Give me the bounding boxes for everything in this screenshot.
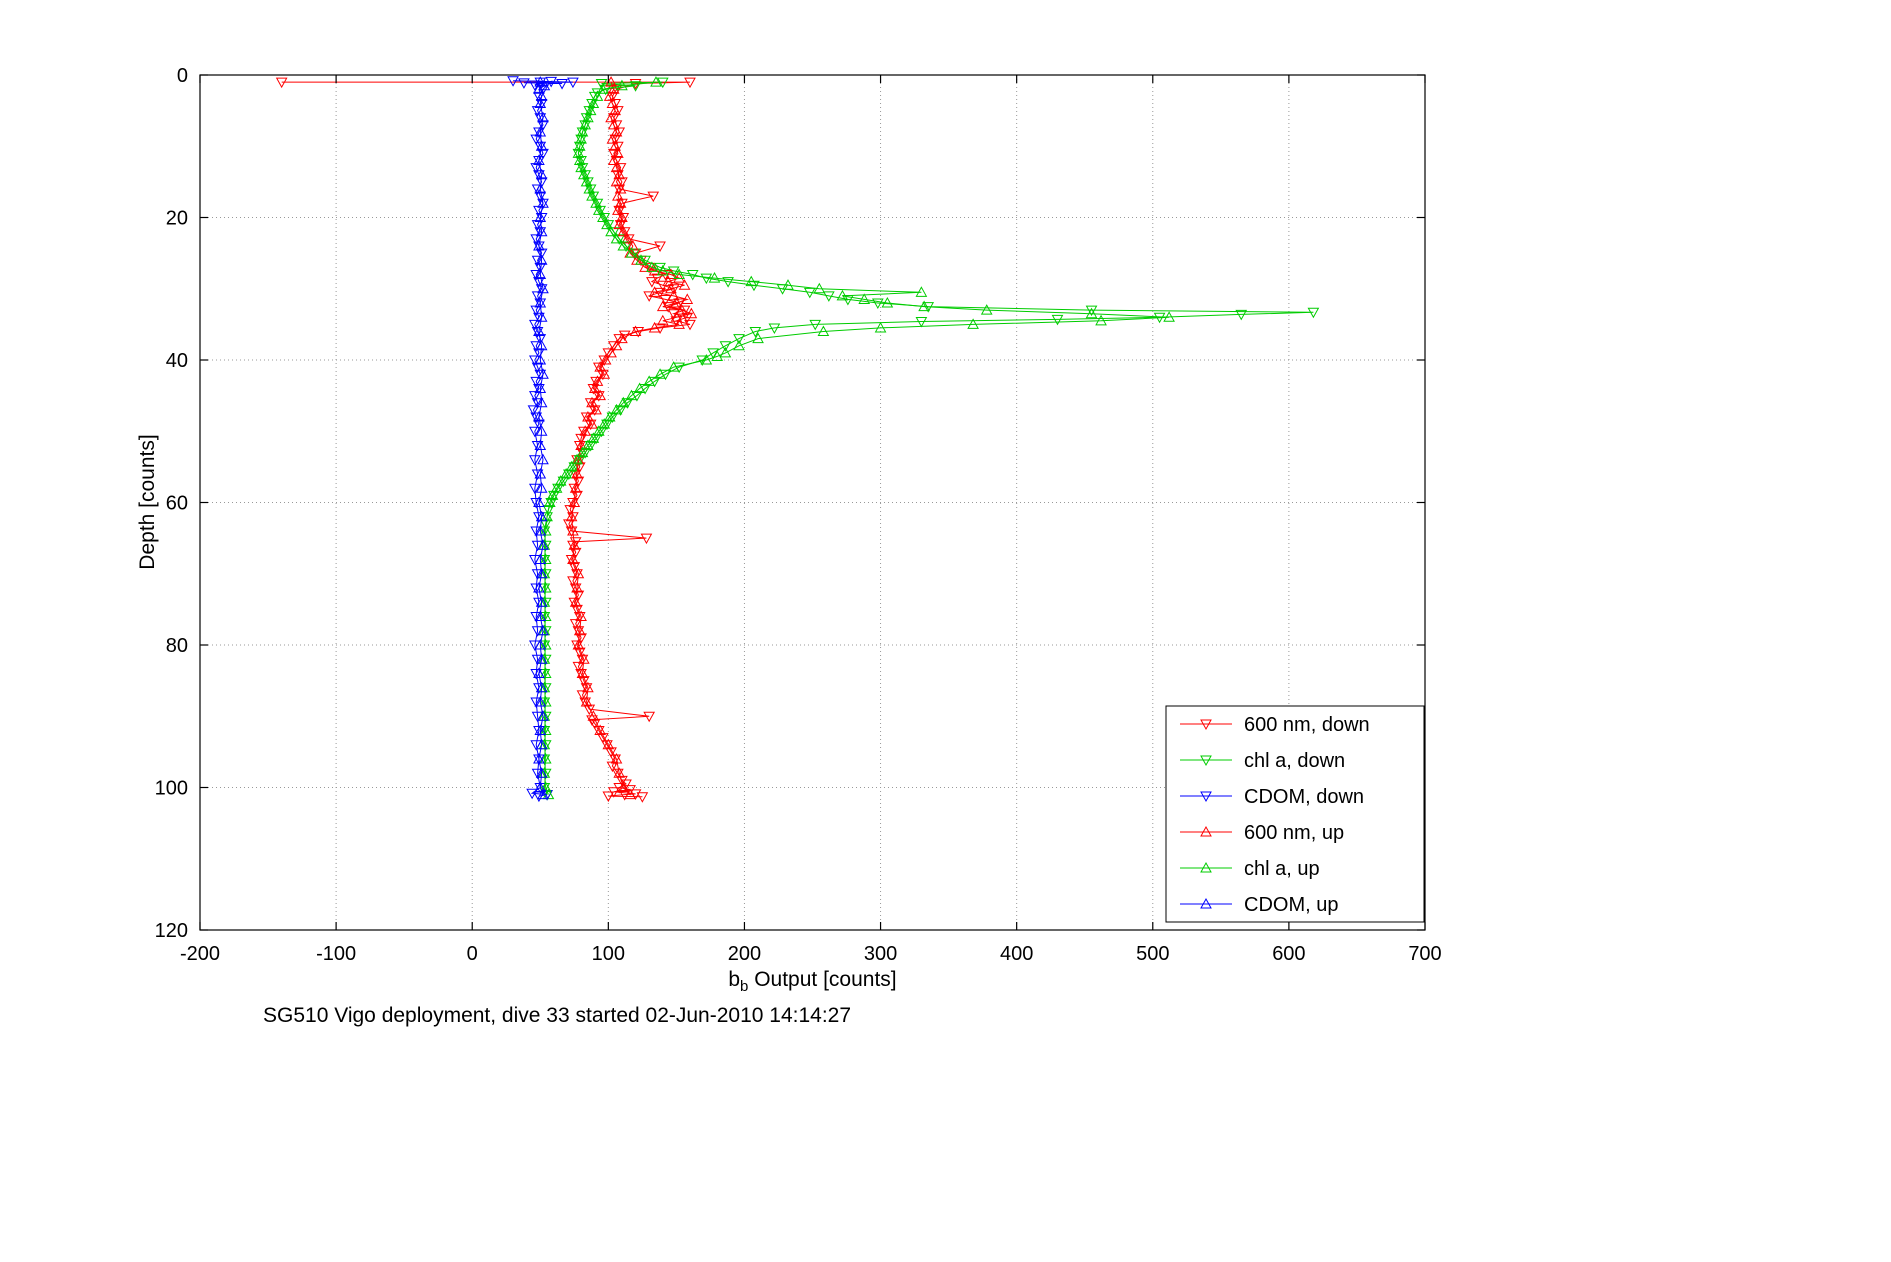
legend-item: chl a, down xyxy=(1180,750,1345,772)
x-tick-label: 600 xyxy=(1272,943,1305,965)
legend-box xyxy=(1165,705,1425,923)
series-line xyxy=(538,81,546,795)
x-tick-label: 500 xyxy=(1136,943,1169,965)
legend-marker xyxy=(1200,861,1212,873)
legend-marker xyxy=(1200,825,1212,837)
x-tick-label: 0 xyxy=(467,943,478,965)
series-markers xyxy=(538,76,1175,800)
series-markers xyxy=(565,76,698,800)
legend-label: chl a, up xyxy=(1244,858,1320,880)
figure-caption: SG510 Vigo deployment, dive 33 started 0… xyxy=(263,1004,852,1027)
series-line xyxy=(571,81,694,795)
legend-label: CDOM, down xyxy=(1244,786,1364,808)
y-tick-label: 120 xyxy=(155,920,188,942)
y-axis-label: Depth [counts] xyxy=(136,434,159,570)
x-axis-label-main: b xyxy=(728,968,741,991)
x-tick-label: 100 xyxy=(592,943,625,965)
y-tick-label: 40 xyxy=(166,350,188,372)
x-tick-label: 700 xyxy=(1408,943,1441,965)
legend-label: 600 nm, down xyxy=(1244,714,1370,736)
y-tick-label: 20 xyxy=(166,208,188,230)
series-cdom-down xyxy=(507,76,579,803)
series-markers xyxy=(275,77,696,803)
legend-marker xyxy=(1200,791,1212,803)
y-tick-label: 60 xyxy=(166,493,188,515)
legend-marker xyxy=(1200,719,1212,731)
legend-item: 600 nm, down xyxy=(1180,714,1370,736)
legend-label: 600 nm, up xyxy=(1244,822,1344,844)
tick-marks xyxy=(199,74,1426,931)
x-axis-label-rest: Output [counts] xyxy=(748,968,897,991)
y-tick-label: 80 xyxy=(166,635,188,657)
legend-item: chl a, up xyxy=(1180,858,1320,880)
x-tick-label: -200 xyxy=(180,943,220,965)
x-axis-label: bb Output [counts] xyxy=(200,968,1425,995)
series-markers xyxy=(533,76,551,800)
series-chl-a-down xyxy=(538,77,1320,801)
x-tick-label: 200 xyxy=(728,943,761,965)
legend-marker xyxy=(1200,755,1212,767)
legend-item: CDOM, up xyxy=(1180,894,1338,916)
series-600-nm-up xyxy=(565,76,698,800)
x-tick-label: 400 xyxy=(1000,943,1033,965)
y-tick-label: 100 xyxy=(155,778,188,800)
legend-label: chl a, down xyxy=(1244,750,1345,772)
series-line xyxy=(543,81,1170,795)
legend-marker xyxy=(1200,897,1212,909)
series-line xyxy=(281,81,691,798)
legend-item: 600 nm, up xyxy=(1180,822,1344,844)
series-cdom-up xyxy=(533,76,551,800)
series-markers xyxy=(507,76,579,803)
x-tick-label: 300 xyxy=(864,943,897,965)
x-tick-label: -100 xyxy=(316,943,356,965)
legend-item: CDOM, down xyxy=(1180,786,1364,808)
x-axis-label-subscript: b xyxy=(740,978,749,996)
legend: 600 nm, down chl a, down CDOM, down 600 nm,… xyxy=(1165,705,1425,923)
legend-label: CDOM, up xyxy=(1244,894,1338,916)
series-markers xyxy=(538,77,1320,801)
series-chl-a-up xyxy=(538,76,1175,800)
series-line xyxy=(543,81,1314,795)
y-tick-label: 0 xyxy=(177,65,188,87)
series-600-nm-down xyxy=(275,77,696,803)
